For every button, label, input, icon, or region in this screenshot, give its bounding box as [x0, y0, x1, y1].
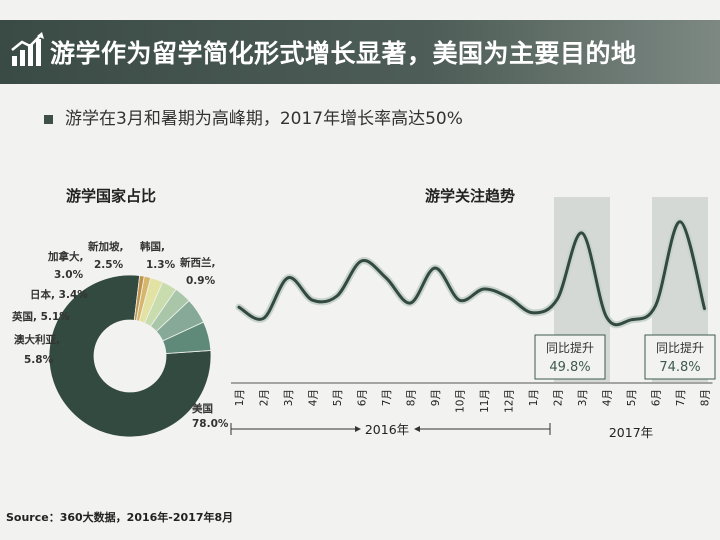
trend-point-19 — [703, 307, 706, 310]
x-tick-label: 6月 — [651, 389, 663, 406]
x-tick-label: 7月 — [381, 389, 393, 406]
trend-point-13 — [556, 297, 559, 300]
x-tick-label: 2月 — [553, 389, 565, 406]
callout-value: 49.8% — [549, 360, 590, 375]
source-note: Source：360大数据，2016年-2017年8月 — [6, 511, 234, 524]
x-tick-label: 12月 — [504, 389, 516, 413]
trend-point-16 — [629, 318, 633, 321]
x-tick-label: 3月 — [283, 389, 295, 406]
trend-point-2 — [286, 276, 290, 279]
slice-label: 澳大利亚, — [14, 333, 60, 346]
trend-point-11 — [507, 296, 510, 299]
slice-value-label: 2.5% — [94, 259, 124, 271]
year-label-2016: 2016年 — [365, 422, 409, 437]
x-tick-label: 3月 — [577, 389, 589, 406]
trend-point-0 — [237, 306, 241, 309]
x-tick-label: 10月 — [455, 389, 467, 413]
trend-point-12 — [531, 311, 535, 314]
callout-box — [644, 334, 716, 380]
trend-point-9 — [458, 299, 461, 302]
x-tick-label: 8月 — [406, 389, 418, 406]
bar-chart-growth-icon — [11, 32, 44, 66]
x-tick-label: 4月 — [308, 389, 320, 406]
slice-value-label: 5.8% — [24, 354, 54, 366]
slice-value-label: 78.0% — [192, 418, 229, 430]
x-tick-label: 4月 — [602, 389, 614, 406]
bullet-point: 游学在3月和暑期为高峰期，2017年增长率高达50% — [44, 104, 463, 129]
trend-point-8 — [433, 266, 437, 270]
arrow-right-icon — [355, 426, 361, 432]
trend-point-7 — [409, 301, 412, 305]
callout-label: 同比提升 — [656, 340, 704, 355]
slice-label: 加拿大, — [47, 250, 84, 263]
page-title: 游学作为留学简化形式增长显著，美国为主要目的地 — [50, 39, 637, 68]
slice-label: 日本, 3.4% — [30, 288, 88, 301]
x-tick-label: 1月 — [234, 389, 246, 406]
slice-label: 韩国, — [140, 240, 165, 253]
x-tick-label: 11月 — [479, 389, 491, 413]
callout-box — [534, 334, 606, 380]
x-tick-label: 5月 — [626, 389, 638, 406]
trend-point-5 — [360, 259, 363, 263]
donut-chart: 美国 78.0% 澳大利亚, 5.8% 英国, 5.1% 日本, 3.4% 加拿大, 3.0%… — [11, 240, 229, 438]
x-tick-label: 8月 — [700, 389, 712, 406]
title-bar: 游学作为留学简化形式增长显著，美国为主要目的地 — [0, 20, 720, 84]
donut-slice-0 — [48, 274, 212, 438]
trend-point-6 — [384, 276, 388, 279]
x-tick-label: 2月 — [259, 389, 271, 406]
x-tick-label: 6月 — [357, 389, 369, 406]
bullet-square-icon — [44, 114, 53, 124]
slice-label: 美国 — [192, 402, 213, 415]
line-chart: 同比提升 49.8% 同比提升 74.8% 1月 2月 3月 4月 5月 6月 7月 8月 9月 10月 1… — [230, 197, 716, 440]
slice-label: 新西兰, — [180, 256, 216, 269]
trend-point-15 — [605, 315, 608, 319]
trend-point-18 — [678, 220, 682, 223]
slice-value-label: 3.0% — [54, 269, 84, 281]
trend-point-14 — [580, 231, 584, 235]
trend-line-glow — [235, 218, 708, 329]
slice-label: 新加坡, — [88, 240, 124, 253]
x-tick-label: 7月 — [675, 389, 687, 406]
line-chart-title: 游学关注趋势 — [425, 187, 516, 205]
trend-point-17 — [654, 304, 657, 307]
slice-value-label: 0.9% — [186, 275, 216, 287]
donut-slice-7 — [133, 275, 145, 322]
callout-value: 74.8% — [659, 360, 700, 375]
trend-point-3 — [311, 299, 314, 302]
slice-label: 英国, 5.1% — [11, 310, 70, 323]
trend-point-1 — [262, 317, 265, 320]
trend-point-10 — [482, 287, 486, 291]
year-label-2017: 2017年 — [609, 425, 653, 440]
callout-label: 同比提升 — [546, 340, 594, 355]
trend-line — [237, 220, 706, 327]
trend-point-4 — [335, 294, 339, 298]
slice-value-label: 1.3% — [146, 259, 176, 271]
donut-chart-title: 游学国家占比 — [66, 187, 157, 205]
x-tick-label: 9月 — [430, 389, 442, 406]
x-tick-label: 1月 — [528, 389, 540, 406]
bullet-text: 游学在3月和暑期为高峰期，2017年增长率高达50% — [65, 109, 463, 129]
arrow-left-icon — [414, 426, 420, 432]
x-tick-label: 5月 — [332, 389, 344, 406]
